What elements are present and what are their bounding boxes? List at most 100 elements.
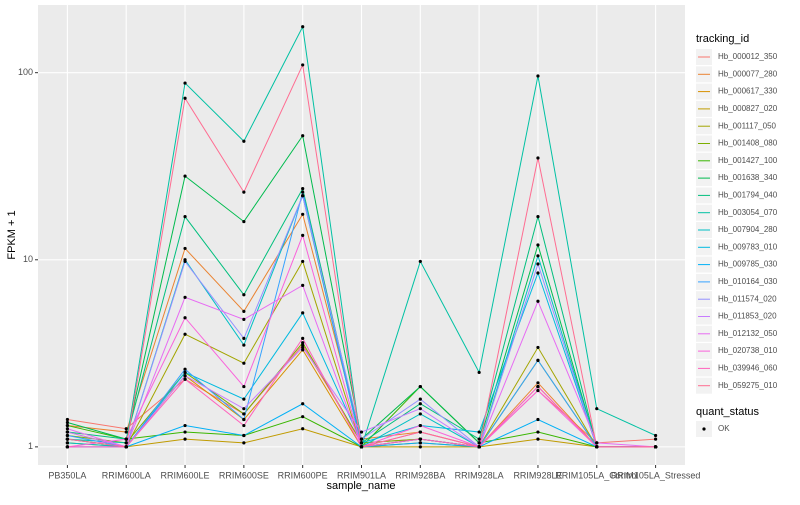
data-point: [536, 358, 540, 362]
y-tick-label: 100: [18, 67, 33, 77]
data-point: [301, 134, 305, 138]
data-point: [183, 423, 187, 428]
data-point: [536, 156, 540, 160]
data-point: [418, 397, 422, 401]
legend-label: Hb_009783_010: [718, 242, 778, 251]
data-point: [595, 441, 599, 445]
data-point: [595, 445, 599, 449]
data-point: [418, 423, 422, 428]
data-point: [301, 402, 305, 406]
data-point: [359, 437, 364, 441]
data-point: [418, 412, 422, 416]
data-point: [536, 74, 540, 78]
data-point: [536, 384, 540, 389]
data-point: [301, 345, 305, 350]
y-tick-label: 10: [23, 254, 33, 264]
data-point: [359, 430, 364, 434]
data-point: [242, 139, 246, 143]
data-point: [65, 420, 70, 425]
data-point: [301, 25, 305, 29]
legend-label: Hb_007904_280: [718, 225, 778, 234]
data-point: [536, 254, 540, 258]
data-point: [418, 259, 422, 264]
data-point: [183, 374, 187, 378]
data-point: [536, 381, 540, 385]
data-point: [536, 437, 540, 441]
legend-label: Hb_010164_030: [718, 277, 778, 286]
data-point: [418, 384, 422, 389]
data-point: [124, 437, 128, 441]
data-point: [301, 283, 305, 287]
data-point: [301, 341, 305, 345]
data-point: [242, 293, 246, 297]
x-tick-label: RRIM928BA: [395, 470, 445, 480]
data-point: [536, 345, 540, 350]
data-point: [418, 430, 422, 434]
data-point: [183, 367, 187, 371]
data-point: [536, 271, 540, 275]
legend-label: Hb_059275_010: [718, 381, 778, 390]
data-point: [242, 423, 246, 428]
data-point: [536, 388, 540, 393]
y-axis-label: FPKM + 1: [6, 210, 18, 259]
data-point: [301, 63, 305, 67]
data-point: [65, 427, 70, 431]
x-tick-label: RRIM600PE: [278, 470, 328, 480]
x-tick-label: RRIM600LE: [161, 470, 210, 480]
data-point: [242, 407, 246, 411]
data-point: [536, 417, 540, 422]
data-point: [301, 415, 305, 419]
data-point: [242, 412, 246, 416]
data-point: [242, 397, 246, 401]
data-point: [242, 336, 246, 340]
data-point: [359, 445, 364, 449]
data-point: [183, 437, 187, 441]
data-point: [418, 441, 422, 445]
data-point: [183, 81, 187, 85]
x-axis-label: sample_name: [326, 480, 395, 492]
data-point: [124, 427, 128, 431]
data-point: [301, 212, 305, 216]
legend-label: Hb_001794_040: [718, 191, 778, 200]
data-point: [183, 377, 187, 381]
data-point: [183, 246, 187, 251]
y-tick-label: 1: [28, 441, 33, 451]
data-point: [653, 433, 658, 438]
data-point: [65, 430, 70, 434]
legend-label: Hb_020738_010: [718, 346, 778, 355]
data-point: [653, 445, 658, 449]
data-point: [536, 215, 540, 219]
legend-label: Hb_001638_340: [718, 173, 778, 182]
data-point: [242, 384, 246, 389]
data-point: [242, 317, 246, 322]
data-point: [242, 219, 246, 224]
data-point: [301, 348, 305, 352]
data-point: [124, 445, 128, 449]
data-point: [301, 336, 305, 340]
data-point: [242, 433, 246, 438]
x-tick-label: RRIM600SE: [219, 470, 269, 480]
x-tick-label: PB350LA: [48, 470, 86, 480]
data-point: [124, 441, 128, 445]
legend-label: Hb_011853_020: [718, 312, 777, 321]
legend-label: Hb_009785_030: [718, 260, 778, 269]
data-point: [65, 445, 70, 449]
data-point: [653, 437, 658, 441]
data-point: [301, 427, 305, 431]
data-point: [418, 407, 422, 411]
data-point: [595, 407, 599, 411]
data-point: [65, 437, 70, 441]
x-tick-label: RRIM600LA: [102, 470, 151, 480]
data-point: [124, 430, 128, 434]
data-point: [536, 262, 540, 266]
data-point: [183, 430, 187, 434]
data-point: [65, 417, 70, 422]
data-point: [301, 233, 305, 237]
data-point: [183, 259, 187, 264]
data-point: [183, 370, 187, 375]
legend-label: Hb_001427_100: [718, 156, 778, 165]
data-point: [418, 437, 422, 441]
legend-label: Hb_000827_020: [718, 104, 778, 113]
